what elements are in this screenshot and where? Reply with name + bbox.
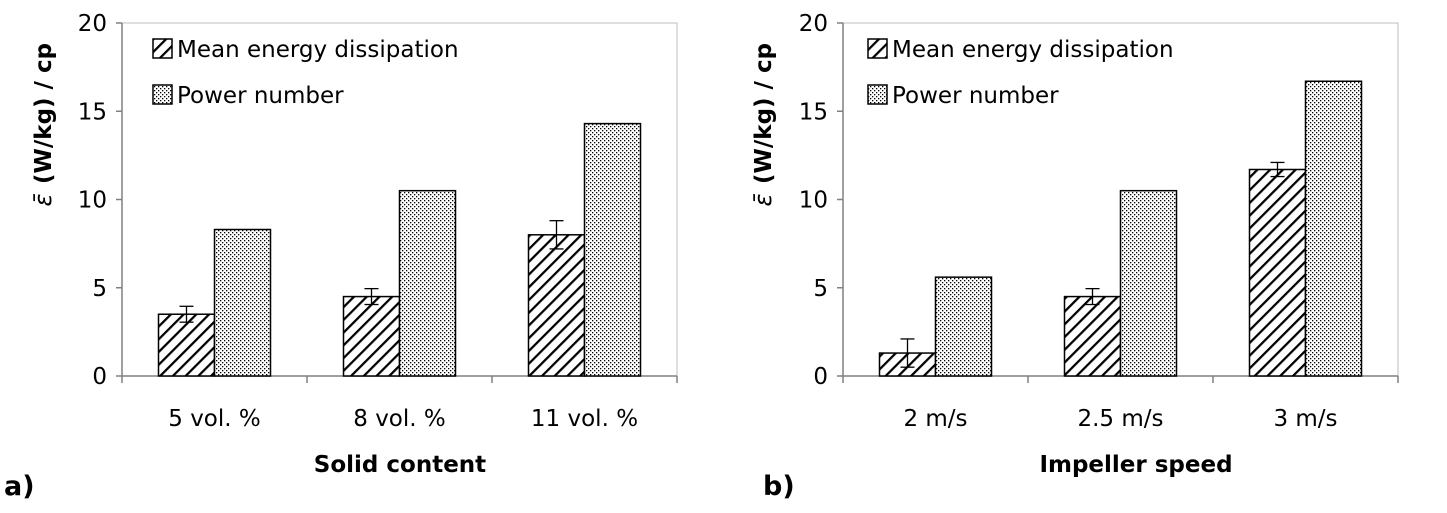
y-tick-label: 20 xyxy=(799,11,828,37)
epsilon-bar-symbol: ε̄ xyxy=(29,193,57,206)
bar-mean-energy-dissipation xyxy=(1063,295,1122,377)
bar-power-number xyxy=(1119,189,1178,377)
y-tick-label: 10 xyxy=(799,188,828,214)
bar-mean-energy-dissipation xyxy=(527,234,586,377)
bar-power-number xyxy=(398,189,457,377)
legend: Mean energy dissipation Power number xyxy=(867,37,1174,109)
bar-mean-energy-dissipation xyxy=(1248,168,1307,377)
bar-power-number xyxy=(1304,80,1363,377)
bar-power-number xyxy=(934,276,993,377)
legend: Mean energy dissipation Power number xyxy=(152,37,459,109)
legend-label-power-number: Power number xyxy=(892,83,1059,109)
y-tick-label: 15 xyxy=(799,99,828,125)
chart-panel-a: 0 5 10 15 20 5 vol. % 8 vol. % 11 vol. % Mean e… xyxy=(4,11,678,502)
x-tick-label: 5 vol. % xyxy=(168,406,261,432)
x-tick-label: 3 m/s xyxy=(1273,406,1337,432)
x-axis-title: Solid content xyxy=(314,452,486,478)
legend-label-mean-energy-dissipation: Mean energy dissipation xyxy=(177,37,459,63)
epsilon-bar-symbol: ε̄ xyxy=(749,193,777,206)
legend-label-mean-energy-dissipation: Mean energy dissipation xyxy=(892,37,1174,63)
panel-label-a: a) xyxy=(4,471,35,502)
x-tick-label: 11 vol. % xyxy=(531,406,638,432)
legend-swatch-mean-energy-dissipation xyxy=(867,38,888,59)
y-tick-label: 15 xyxy=(78,99,107,125)
y-tick-label: 0 xyxy=(92,364,107,390)
legend-swatch-mean-energy-dissipation xyxy=(152,38,173,59)
legend-swatch-power-number xyxy=(152,84,173,105)
bar-mean-energy-dissipation xyxy=(157,313,216,377)
y-tick-label: 5 xyxy=(813,276,828,302)
bar-power-number xyxy=(583,122,642,377)
x-tick-label: 2.5 m/s xyxy=(1077,406,1163,432)
y-axis-title: ε̄ (W/kg) / cp xyxy=(29,43,57,207)
y-tick-label: 10 xyxy=(78,188,107,214)
bar-power-number xyxy=(213,228,272,377)
y-tick-label: 0 xyxy=(813,364,828,390)
panel-label-b: b) xyxy=(763,471,795,502)
chart-panel-b: 0 5 10 15 20 2 m/s 2.5 m/s 3 m/s Mean energy di… xyxy=(749,11,1399,502)
x-axis-title: Impeller speed xyxy=(1039,452,1232,478)
y-axis-title: ε̄ (W/kg) / cp xyxy=(749,43,777,207)
legend-label-power-number: Power number xyxy=(177,83,344,109)
y-axis-title-text: (W/kg) / cp xyxy=(31,43,57,184)
bar-mean-energy-dissipation xyxy=(342,295,401,377)
x-tick-label: 2 m/s xyxy=(903,406,967,432)
y-axis-title-text: (W/kg) / cp xyxy=(751,43,777,184)
y-tick-label: 20 xyxy=(78,11,107,37)
y-tick-label: 5 xyxy=(92,276,107,302)
legend-swatch-power-number xyxy=(867,84,888,105)
x-tick-label: 8 vol. % xyxy=(353,406,446,432)
